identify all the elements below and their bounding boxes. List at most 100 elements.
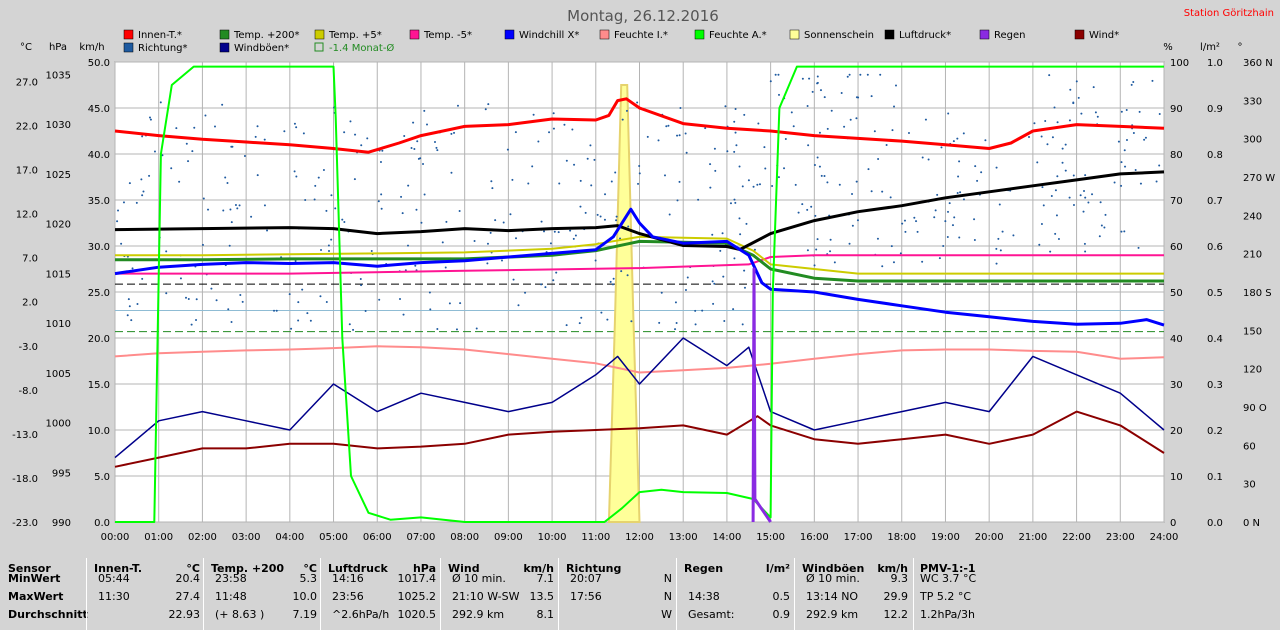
tick-label-time: 12:00 (625, 532, 654, 543)
direction-dot (938, 257, 941, 260)
direction-dot (962, 132, 965, 135)
direction-dot (563, 123, 566, 126)
direction-dot (407, 184, 410, 187)
direction-dot (313, 198, 316, 201)
axis-unit-label: ° (1238, 42, 1243, 53)
direction-dot (161, 154, 164, 157)
direction-dot (973, 218, 976, 221)
stats-value: 29.9 (883, 590, 909, 603)
direction-dot (962, 198, 965, 201)
direction-dot (1120, 161, 1123, 164)
tick-label-time: 09:00 (494, 532, 523, 543)
direction-dot (128, 305, 131, 308)
direction-dot (973, 238, 976, 241)
direction-dot (743, 269, 746, 272)
direction-dot (657, 139, 660, 142)
sunshine-area (607, 84, 641, 523)
direction-dot (1036, 161, 1039, 164)
tick-label-direction: 0 N (1243, 518, 1260, 529)
stats-header: Temp. +200 (211, 562, 285, 575)
direction-dot (1079, 194, 1082, 197)
tick-label-time: 13:00 (669, 532, 698, 543)
direction-dot (142, 190, 145, 193)
direction-dot (1072, 204, 1075, 207)
tick-label-hpa: 995 (52, 468, 71, 479)
stats-time: 292.9 km (806, 608, 859, 621)
direction-dot (815, 248, 818, 251)
direction-dot (637, 182, 640, 185)
legend-swatch (123, 42, 134, 53)
direction-dot (230, 145, 233, 148)
direction-dot (343, 220, 346, 223)
direction-dot (940, 146, 943, 149)
direction-dot (328, 249, 331, 252)
direction-dot (738, 165, 741, 168)
direction-dot (851, 192, 854, 195)
direction-dot (663, 174, 666, 177)
direction-dot (807, 144, 810, 147)
direction-dot (148, 116, 151, 119)
direction-dot (1103, 226, 1106, 229)
direction-dot (484, 108, 487, 111)
direction-dot (797, 211, 800, 214)
direction-dot (293, 122, 296, 125)
direction-dot (610, 180, 613, 183)
stats-value: 1025.2 (397, 590, 437, 603)
direction-dot (713, 147, 716, 150)
direction-dot (764, 167, 767, 170)
direction-dot (334, 207, 337, 210)
direction-dot (859, 73, 862, 76)
direction-dot (201, 243, 204, 246)
direction-dot (889, 196, 892, 199)
direction-dot (873, 130, 876, 133)
direction-dot (1044, 119, 1047, 122)
tick-label-kmh: 40.0 (88, 150, 110, 161)
direction-dot (354, 133, 357, 136)
direction-dot (735, 144, 738, 147)
direction-dot (275, 309, 278, 312)
direction-dot (420, 221, 423, 224)
direction-dot (475, 327, 478, 330)
direction-dot (907, 132, 910, 135)
stats-value: 13.5 (529, 590, 555, 603)
direction-dot (330, 238, 333, 241)
stats-row-label: MaxWert (8, 590, 64, 603)
stats-separator (320, 558, 321, 630)
direction-dot (1092, 86, 1095, 89)
stats-value: 12.2 (883, 608, 909, 621)
direction-dot (399, 297, 402, 300)
direction-dot (892, 261, 895, 264)
direction-dot (626, 274, 629, 277)
direction-dot (429, 308, 432, 311)
tick-label-hpa: 1025 (46, 170, 71, 181)
stats-separator (794, 558, 795, 630)
direction-dot (185, 296, 188, 299)
direction-dot (322, 168, 325, 171)
tick-label-time: 14:00 (713, 532, 742, 543)
direction-dot (694, 323, 697, 326)
direction-dot (294, 260, 297, 263)
direction-dot (1144, 136, 1147, 139)
direction-dot (341, 218, 344, 221)
stats-value: N (663, 572, 672, 585)
tick-label-direction: 120 (1243, 365, 1262, 376)
direction-dot (506, 148, 509, 151)
series-line (114, 410, 1165, 468)
direction-dot (165, 292, 168, 295)
direction-dot (933, 216, 936, 219)
tick-label-time: 18:00 (887, 532, 916, 543)
tick-label-direction: 30 (1243, 480, 1256, 491)
tick-label-direction: 210 (1243, 250, 1262, 261)
stats-value: W (661, 608, 672, 621)
direction-dot (833, 261, 836, 264)
direction-dot (317, 176, 320, 179)
direction-dot (771, 185, 774, 188)
direction-dot (473, 240, 476, 243)
direction-dot (236, 207, 239, 210)
direction-dot (228, 244, 231, 247)
direction-dot (191, 150, 194, 153)
direction-dot (814, 214, 817, 217)
direction-dot (548, 131, 551, 134)
weather-chart: Montag, 26.12.2016 Station Göritzhain In… (12, 7, 1275, 543)
direction-dot (838, 183, 841, 186)
